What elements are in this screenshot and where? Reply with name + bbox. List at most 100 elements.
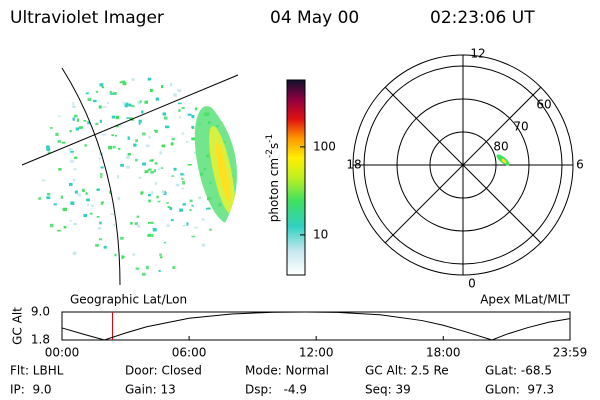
noise-pixel xyxy=(78,126,83,129)
colorbar-tick-label: 100 xyxy=(313,139,336,153)
noise-pixel xyxy=(99,119,102,123)
noise-pixel xyxy=(87,204,90,206)
noise-pixel xyxy=(49,223,54,228)
noise-pixel xyxy=(167,206,171,209)
noise-pixel xyxy=(38,197,42,200)
noise-pixel xyxy=(160,84,164,89)
noise-pixel xyxy=(173,167,177,171)
noise-pixel xyxy=(46,192,51,196)
noise-pixel xyxy=(171,137,175,141)
noise-pixel xyxy=(117,196,121,201)
noise-pixel xyxy=(135,267,140,270)
y-axis-label: GC Alt xyxy=(11,307,25,345)
x-tick-label: 23:59 xyxy=(553,346,588,360)
noise-pixel xyxy=(151,233,154,238)
status-field: Dsp: -4.9 xyxy=(245,383,307,397)
noise-pixel xyxy=(41,179,46,182)
mlt-label: 18 xyxy=(346,158,361,172)
noise-pixel xyxy=(165,125,170,129)
noise-pixel xyxy=(126,155,130,160)
noise-pixel xyxy=(115,115,120,120)
noise-pixel xyxy=(127,136,130,140)
noise-pixel xyxy=(191,137,196,141)
noise-pixel xyxy=(173,93,177,97)
noise-pixel xyxy=(134,222,138,225)
noise-pixel xyxy=(177,89,182,93)
x-tick-label: 12:00 xyxy=(299,346,334,360)
noise-pixel xyxy=(194,107,198,111)
plot-frame xyxy=(61,311,571,341)
noise-pixel xyxy=(100,201,104,204)
noise-pixel xyxy=(111,134,114,137)
noise-pixel xyxy=(82,188,85,193)
noise-pixel xyxy=(172,266,176,269)
noise-pixel xyxy=(100,173,103,176)
noise-pixel xyxy=(111,115,116,119)
status-field: IP: 9.0 xyxy=(10,383,52,397)
noise-pixel xyxy=(171,175,175,177)
x-tick-label: 18:00 xyxy=(426,346,461,360)
noise-pixel xyxy=(187,113,192,116)
noise-pixel xyxy=(69,148,73,151)
noise-pixel xyxy=(126,165,130,169)
noise-pixel xyxy=(100,166,104,169)
noise-pixel xyxy=(96,216,100,218)
noise-pixel xyxy=(138,122,141,125)
noise-pixel xyxy=(99,83,104,87)
noise-pixel xyxy=(159,151,163,155)
noise-pixel xyxy=(163,241,166,244)
image-label: Geographic Lat/Lon xyxy=(70,293,187,307)
noise-pixel xyxy=(74,156,78,159)
noise-pixel xyxy=(166,224,170,227)
noise-pixel xyxy=(181,177,184,181)
noise-pixel xyxy=(77,193,82,197)
image-label: Apex MLat/MLT xyxy=(480,293,570,307)
noise-pixel xyxy=(148,199,151,203)
noise-pixel xyxy=(157,168,160,171)
noise-pixel xyxy=(130,221,133,225)
noise-pixel xyxy=(182,181,186,185)
noise-pixel xyxy=(98,157,102,160)
noise-pixel xyxy=(107,101,110,105)
noise-pixel xyxy=(90,204,94,208)
noise-pixel xyxy=(70,201,75,205)
noise-pixel xyxy=(46,147,51,151)
noise-pixel xyxy=(141,110,144,114)
noise-pixel xyxy=(72,105,76,108)
noise-pixel xyxy=(186,222,189,226)
status-field: Gain: 13 xyxy=(125,383,176,397)
status-field: Seq: 39 xyxy=(365,383,411,397)
noise-pixel xyxy=(136,224,141,228)
noise-pixel xyxy=(84,144,88,147)
noise-pixel xyxy=(57,140,61,143)
noise-pixel xyxy=(115,125,120,128)
noise-pixel xyxy=(101,133,106,136)
noise-pixel xyxy=(121,80,126,83)
noise-pixel xyxy=(46,196,51,200)
noise-pixel xyxy=(89,212,93,215)
noise-pixel xyxy=(63,225,67,229)
noise-pixel xyxy=(92,99,97,103)
noise-pixel xyxy=(162,112,167,116)
noise-pixel xyxy=(169,82,173,87)
noise-pixel xyxy=(85,192,88,195)
noise-pixel xyxy=(63,207,67,212)
noise-pixel xyxy=(58,168,62,171)
noise-pixel xyxy=(75,127,80,131)
noise-pixel xyxy=(151,191,154,195)
noise-pixel xyxy=(145,265,149,270)
noise-pixel xyxy=(147,77,152,81)
noise-pixel xyxy=(158,269,161,272)
noise-pixel xyxy=(148,222,152,224)
noise-pixel xyxy=(161,144,166,148)
noise-pixel xyxy=(131,105,135,108)
noise-pixel xyxy=(137,101,141,105)
noise-pixel xyxy=(178,109,181,112)
noise-pixel xyxy=(161,190,165,195)
noise-pixel xyxy=(72,251,77,255)
noise-pixel xyxy=(50,127,53,129)
noise-pixel xyxy=(189,199,193,203)
noise-pixel xyxy=(163,191,167,195)
noise-pixel xyxy=(95,90,99,93)
noise-pixel xyxy=(149,88,153,93)
